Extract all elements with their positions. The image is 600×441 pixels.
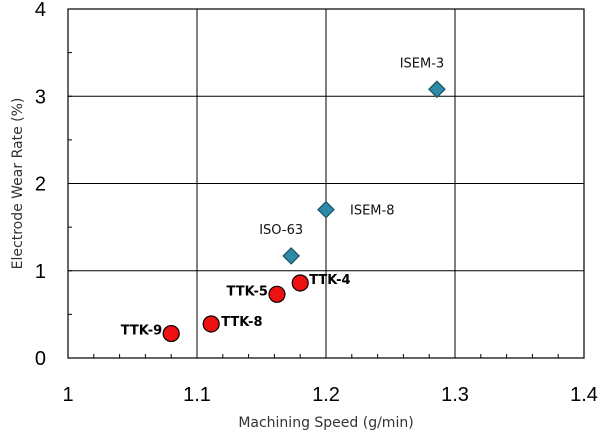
label-iso-63: ISO-63 [259, 223, 303, 238]
x-tick-label: 1.4 [570, 384, 598, 406]
label-ttk-5: TTK-5 [227, 284, 268, 299]
y-axis-title: Electrode Wear Rate (%) [10, 98, 26, 270]
y-axis-tick-labels: 0 1 2 3 4 [35, 0, 46, 370]
y-tick-label: 4 [35, 0, 46, 21]
point-isem-3 [428, 80, 446, 99]
label-ttk-4: TTK-4 [309, 273, 350, 288]
point-ttk-8 [202, 315, 220, 333]
label-isem-8: ISEM-8 [350, 204, 394, 219]
minor-ticks [68, 52, 559, 358]
y-tick-label: 1 [35, 261, 46, 283]
label-ttk-9: TTK-9 [121, 324, 162, 339]
y-tick-label: 2 [35, 174, 46, 196]
y-tick-label: 0 [35, 348, 46, 370]
y-tick-label: 3 [35, 86, 46, 108]
point-ttk-4 [291, 274, 309, 292]
data-points [162, 80, 446, 343]
data-point-labels: ISEM-3 ISEM-8 ISO-63 TTK-4 TTK-5 TTK-8 TTK-9 [121, 56, 444, 338]
x-tick-label: 1 [62, 384, 73, 406]
x-tick-label: 1.3 [441, 384, 469, 406]
point-ttk-5 [268, 285, 286, 303]
point-isem-8 [317, 200, 335, 219]
x-tick-label: 1.1 [183, 384, 211, 406]
grid-lines [68, 9, 584, 358]
x-axis-title: Machining Speed (g/min) [238, 415, 413, 431]
label-isem-3: ISEM-3 [400, 56, 444, 71]
label-ttk-8: TTK-8 [221, 315, 262, 330]
x-axis-tick-labels: 1 1.1 1.2 1.3 1.4 [62, 384, 597, 406]
x-tick-label: 1.2 [312, 384, 340, 406]
point-iso-63 [282, 247, 301, 265]
point-ttk-9 [162, 324, 180, 343]
